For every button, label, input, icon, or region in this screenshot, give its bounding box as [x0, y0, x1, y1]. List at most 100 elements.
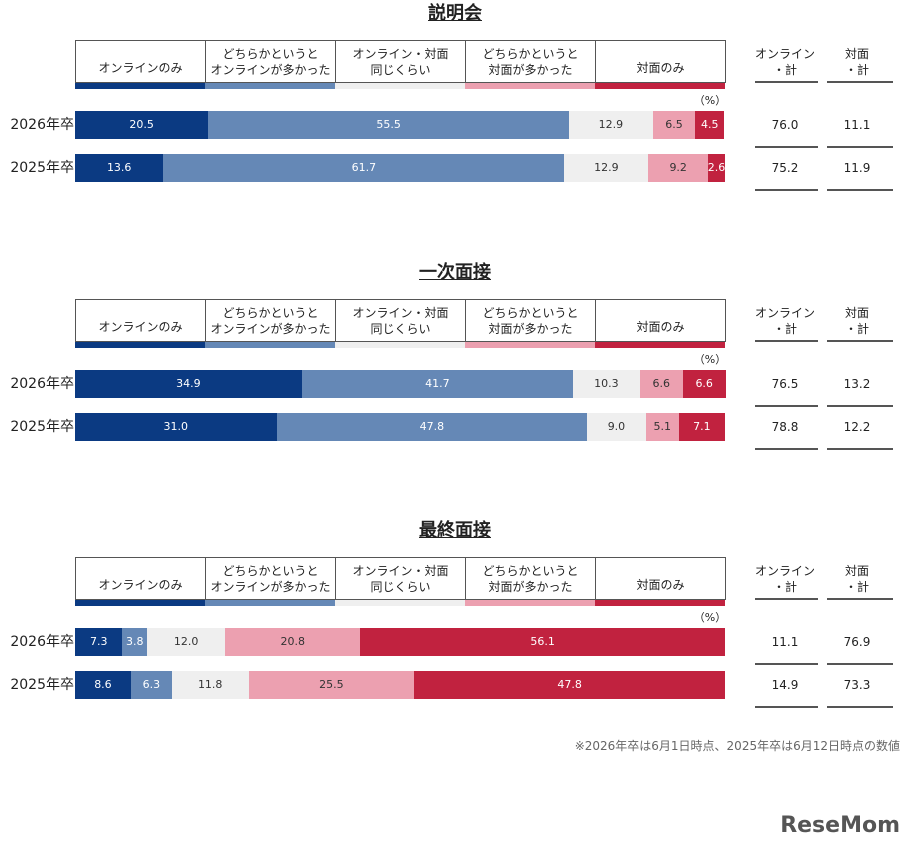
summary-value: 75.2 — [771, 161, 799, 175]
summary-header: 対面 ・計 — [844, 564, 869, 594]
bar — [645, 413, 679, 441]
summary-rule — [827, 340, 893, 342]
summary-value: 11.1 — [771, 635, 799, 649]
data-label: 25.5 — [319, 678, 344, 691]
panel-title: 説明会 — [428, 3, 482, 24]
category-label: 2026年卒 — [10, 376, 74, 392]
summary-value: 11.1 — [843, 118, 871, 132]
legend-swatch — [75, 600, 205, 606]
summary-rule — [827, 448, 893, 450]
summary-header: オンライン ・計 — [754, 47, 815, 77]
bar — [75, 111, 209, 139]
legend-cell: オンライン・対面 同じくらい — [335, 40, 466, 83]
legend-cell: どちらかというと オンラインが多かった — [205, 40, 336, 83]
bar — [648, 154, 709, 182]
data-label: 5.1 — [653, 420, 672, 433]
legend-cell: どちらかというと オンラインが多かった — [205, 557, 336, 600]
legend-cell: オンラインのみ — [75, 299, 206, 342]
bar — [75, 370, 302, 398]
summary-rule — [755, 706, 818, 708]
bar — [682, 370, 726, 398]
bar — [163, 154, 565, 182]
summary-value: 12.2 — [843, 420, 871, 434]
data-label: 55.5 — [376, 118, 401, 131]
bar — [75, 628, 123, 656]
legend-swatch — [205, 600, 335, 606]
bar — [122, 628, 148, 656]
summary-value: 14.9 — [771, 678, 799, 692]
data-label: 7.1 — [693, 420, 711, 433]
category-label: 2025年卒 — [10, 160, 74, 176]
legend-swatch — [205, 83, 335, 89]
bar — [225, 628, 361, 656]
bar — [147, 628, 226, 656]
legend-cell: 対面のみ — [595, 557, 726, 600]
legend-cell: オンラインのみ — [75, 557, 206, 600]
summary-header: 対面 ・計 — [844, 306, 869, 336]
bar — [708, 154, 725, 182]
data-label: 9.0 — [607, 420, 626, 433]
legend-cell: どちらかというと オンラインが多かった — [205, 299, 336, 342]
footnote: ※2026年卒は6月1日時点、2025年卒は6月12日時点の数値 — [574, 739, 900, 753]
summary-rule — [755, 598, 818, 600]
bar — [171, 671, 249, 699]
summary-rule — [827, 663, 893, 665]
data-label: 12.9 — [594, 161, 619, 174]
summary-value: 78.8 — [771, 420, 799, 434]
data-label: 3.8 — [126, 635, 144, 648]
legend-swatch — [595, 600, 725, 606]
panel-title: 最終面接 — [419, 520, 491, 541]
bar — [587, 413, 646, 441]
summary-value: 73.3 — [843, 678, 871, 692]
summary-rule — [755, 146, 818, 148]
summary-value: 13.2 — [843, 377, 871, 391]
summary-rule — [755, 189, 818, 191]
bar — [564, 154, 649, 182]
data-label: 4.5 — [700, 118, 719, 131]
data-label: 6.6 — [652, 377, 671, 390]
summary-value: 76.5 — [771, 377, 799, 391]
legend-swatch — [595, 83, 725, 89]
data-label: 11.8 — [197, 678, 223, 691]
legend-swatch — [335, 83, 465, 89]
summary-header: 対面 ・計 — [844, 47, 869, 77]
legend-cell: 対面のみ — [595, 299, 726, 342]
bar — [276, 413, 588, 441]
legend-cell: どちらかというと 対面が多かった — [465, 557, 596, 600]
legend-cell: オンライン・対面 同じくらい — [335, 557, 466, 600]
data-label: 20.8 — [280, 635, 305, 648]
category-label: 2026年卒 — [10, 634, 74, 650]
legend-cell: 対面のみ — [595, 40, 726, 83]
legend-swatch — [335, 342, 465, 348]
bar — [652, 111, 696, 139]
data-label: 7.3 — [89, 635, 108, 648]
summary-rule — [827, 81, 893, 83]
legend-swatch — [465, 600, 595, 606]
bar — [360, 628, 725, 656]
data-label: 9.2 — [669, 161, 687, 174]
data-label: 41.7 — [425, 377, 450, 390]
data-label: 12.0 — [173, 635, 199, 648]
summary-rule — [755, 448, 818, 450]
bar — [414, 671, 725, 699]
category-label: 2026年卒 — [10, 117, 74, 133]
data-label: 6.6 — [695, 377, 713, 390]
bar — [678, 413, 725, 441]
data-label: 12.9 — [598, 118, 624, 131]
bar — [75, 154, 164, 182]
panel-title: 一次面接 — [419, 262, 491, 283]
summary-rule — [827, 189, 893, 191]
summary-value: 76.9 — [843, 635, 871, 649]
unit-label: （%） — [693, 611, 727, 624]
legend-swatch — [465, 342, 595, 348]
bar — [75, 413, 277, 441]
unit-label: （%） — [693, 353, 727, 366]
legend-cell: オンラインのみ — [75, 40, 206, 83]
legend-swatch — [465, 83, 595, 89]
bar — [572, 370, 640, 398]
summary-rule — [755, 81, 818, 83]
category-label: 2025年卒 — [10, 419, 74, 435]
data-label: 47.8 — [419, 420, 445, 433]
data-label: 34.9 — [176, 377, 201, 390]
